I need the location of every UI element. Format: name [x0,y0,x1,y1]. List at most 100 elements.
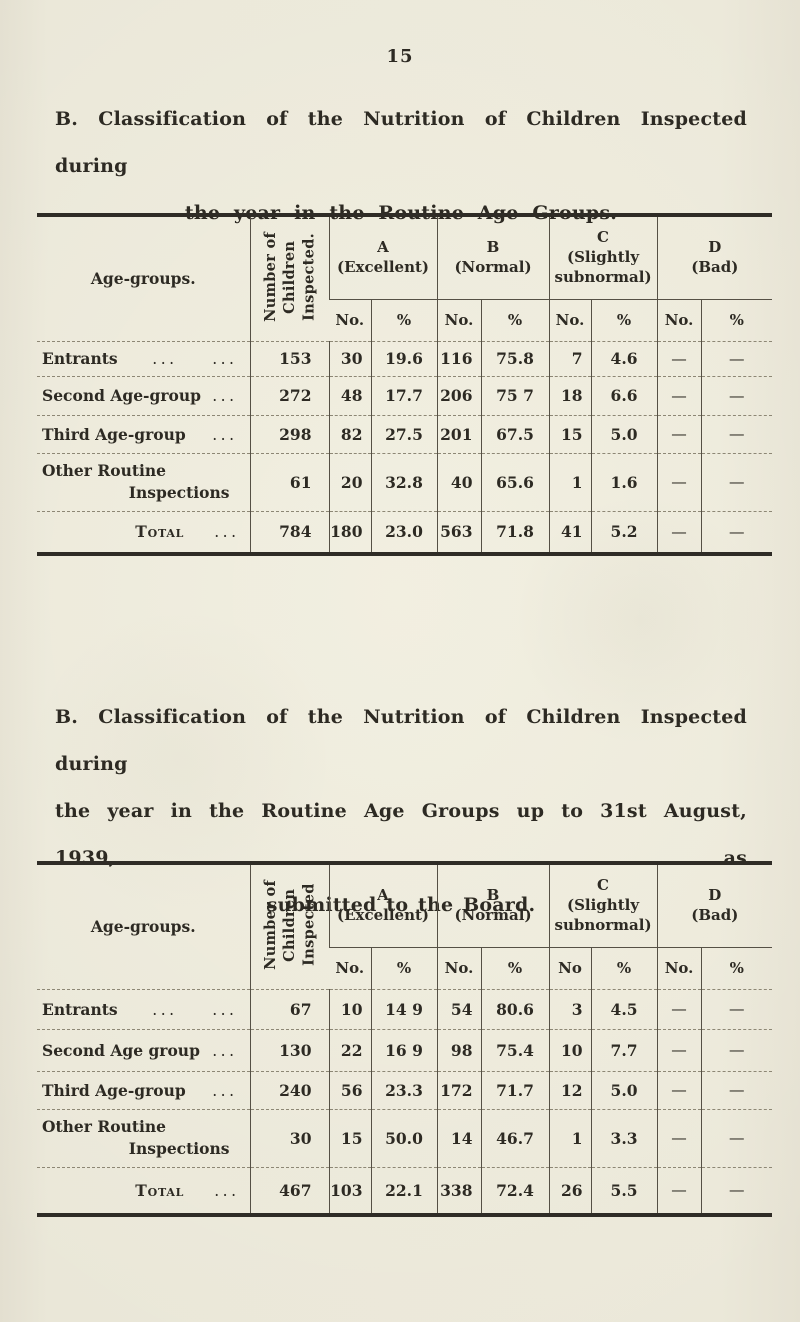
table-cell: 5.5 [590,1166,658,1215]
row-label-line-2: Inspections [128,483,230,502]
table-row-other-routine-inspections: Other Routine Inspections 30 15 50.0 14 … [37,1108,773,1167]
table-cell: 46.7 [480,1108,550,1167]
table-cell: 272 [249,375,329,415]
table-cell: — [656,452,702,511]
table-cell: 563 [436,510,481,554]
leader-dots: ... [214,1181,240,1200]
subheader-percent: % [370,947,437,990]
table-cell: 71.7 [480,1070,550,1109]
subheader-no: No. [656,947,702,990]
table-cell: 75.8 [480,340,550,376]
subheader-no: No. [436,947,481,990]
table-cell: 1 [548,1108,592,1167]
table-cell: — [700,1070,773,1109]
table-cell: — [656,1070,702,1109]
column-header-grade-c-subnormal: C (Slightly subnormal) [548,863,658,948]
table-cell: 72.4 [480,1166,550,1215]
leader-dots: ... [152,350,178,368]
subheader-no: No. [329,299,371,342]
leader-dots: ... [212,1081,238,1100]
table-cell: 40 [436,452,481,511]
table-cell: 180 [328,510,371,554]
leader-dots: ... [212,1041,238,1060]
table-cell: 67 [249,988,329,1029]
table-cell: 65.6 [480,452,550,511]
column-header-grade-a-excellent: A (Excellent) [328,215,437,300]
table-cell: 48 [328,375,371,415]
table-cell: 23.0 [370,510,437,554]
subheader-percent: % [590,299,658,342]
table-cell: 20 [328,452,371,511]
table-cell: 7.7 [590,1028,658,1071]
table-row-third-age-group: Third Age-group ... 240 56 23.3 172 71.7… [37,1070,773,1109]
table-row-second-age-group: Second Age-group ... 272 48 17.7 206 75 … [37,375,773,415]
column-header-grade-c-subnormal: C (Slightly subnormal) [548,215,658,300]
row-label: Second Age group [42,1040,200,1060]
table-cell: — [656,1108,702,1167]
row-label-total: Total [135,1180,185,1200]
table-cell: 1 [548,452,592,511]
table-cell: — [656,340,702,376]
table-cell: 7 [548,340,592,376]
column-header-grade-b-normal: B (Normal) [436,863,550,948]
table-cell: 201 [436,414,481,453]
table-cell: 14 9 [370,988,437,1029]
table-cell: 4.5 [590,988,658,1029]
table-cell: 240 [249,1070,329,1109]
subheader-no: No. [656,299,702,342]
table-cell: — [656,414,702,453]
row-label: Other Routine [42,460,167,480]
table-cell: 32.8 [370,452,437,511]
column-header-age-groups: Age-groups. [90,269,196,289]
table-row-entrants: Entrants ... ... 67 10 14 9 54 80.6 3 4.… [37,988,773,1029]
table-cell: — [700,510,773,554]
table-cell: 172 [436,1070,481,1109]
rotated-header-text: Number of Children Inspected. [261,231,318,322]
table-cell: 67.5 [480,414,550,453]
table-cell: 14 [436,1108,481,1167]
table-cell: 10 [328,988,371,1029]
subheader-percent: % [590,947,658,990]
table-cell: 30 [249,1108,329,1167]
table-cell: 27.5 [370,414,437,453]
nutrition-table-august-1939: Age-groups. Number of Children Inspected… [37,861,773,1217]
table-cell: 41 [548,510,592,554]
table-cell: 15 [328,1108,371,1167]
table-cell: — [656,375,702,415]
row-label: Third Age-group [42,1080,186,1100]
table-cell: 19.6 [370,340,437,376]
table-cell: 3.3 [590,1108,658,1167]
table-cell: 50.0 [370,1108,437,1167]
column-header-age-groups: Age-groups. [90,917,196,937]
section-1-heading-line-1: B. Classification of the Nutrition of Ch… [55,108,747,177]
table-cell: — [700,988,773,1029]
table-cell: 22.1 [370,1166,437,1215]
leader-dots: ... [212,1000,238,1019]
section-2-heading-line-1: B. Classification of the Nutrition of Ch… [55,706,747,775]
table-cell: 5.2 [590,510,658,554]
table-cell: 4.6 [590,340,658,376]
table-row-other-routine-inspections: Other Routine Inspections 61 20 32.8 40 … [37,452,773,511]
table-cell: 338 [436,1166,481,1215]
subheader-percent: % [480,299,550,342]
table-row-third-age-group: Third Age-group ... 298 82 27.5 201 67.5… [37,414,773,453]
subheader-percent: % [480,947,550,990]
table-cell: 18 [548,375,592,415]
table-cell: — [656,510,702,554]
column-header-grade-d-bad: D (Bad) [656,863,773,948]
table-cell: 3 [548,988,592,1029]
nutrition-table-current-year: Age-groups. Number of Children Inspected… [37,213,773,556]
table-cell: 298 [249,414,329,453]
table-cell: 6.6 [590,375,658,415]
table-cell: 16 9 [370,1028,437,1071]
column-header-number-inspected: Number of Children Inspected. [249,215,329,341]
row-label-total: Total [135,522,185,542]
row-label: Other Routine [42,1116,167,1136]
leader-dots: ... [152,1000,178,1019]
row-label: Entrants [42,349,118,368]
table-cell: — [700,375,773,415]
subheader-no: No. [329,947,371,990]
rotated-header-text: Number of Children Inspected [261,879,318,970]
row-label-line-2: Inspections [128,1139,230,1158]
table-cell: 116 [436,340,481,376]
